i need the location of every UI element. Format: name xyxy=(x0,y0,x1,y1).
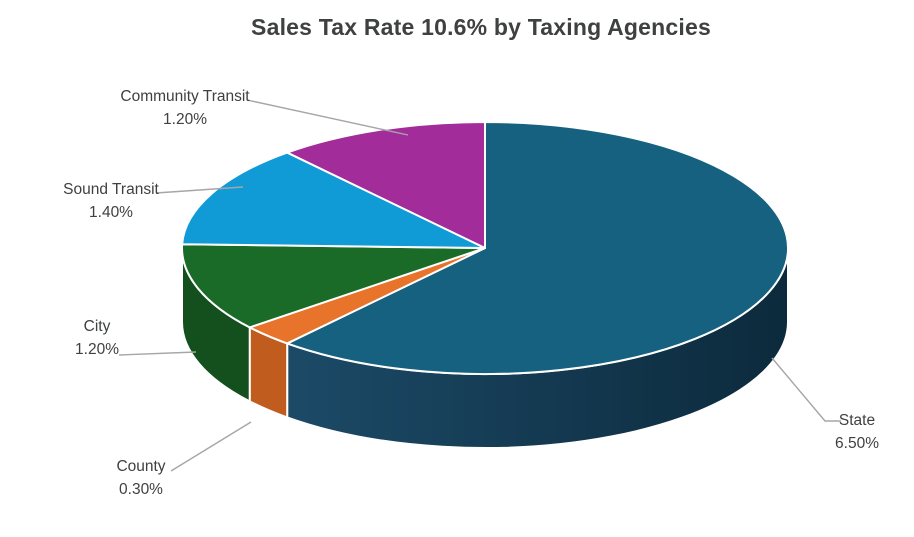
pie-slice-state[interactable] xyxy=(286,121,789,375)
slice-label-value: 1.40% xyxy=(89,204,133,221)
slice-label-name: County xyxy=(116,458,166,475)
slice-label-community-transit: Community Transit 1.20% xyxy=(120,85,249,131)
leader-line-county xyxy=(170,421,252,472)
slice-label-value: 0.30% xyxy=(119,481,163,498)
leader-lines xyxy=(118,99,841,472)
pie-3d-sides xyxy=(181,247,789,449)
slice-label-name: Community Transit xyxy=(120,88,250,105)
leader-line-city xyxy=(118,351,197,356)
slice-label-value: 1.20% xyxy=(163,111,207,128)
slice-label-value: 1.20% xyxy=(75,341,119,358)
pie-slice-sound-transit[interactable] xyxy=(181,151,486,249)
chart-title: Sales Tax Rate 10.6% by Taxing Agencies xyxy=(251,14,711,40)
slice-label-sound-transit: Sound Transit 1.40% xyxy=(63,178,159,224)
leader-line-sound-transit xyxy=(155,186,244,194)
leader-line-state xyxy=(771,357,841,422)
leader-line-community-transit xyxy=(246,99,409,136)
slice-label-city: City 1.20% xyxy=(75,315,119,361)
slice-label-state: State 6.50% xyxy=(835,409,879,455)
slice-label-name: City xyxy=(83,318,111,335)
pie-slices xyxy=(181,121,789,375)
pie-slice-community-transit[interactable] xyxy=(286,121,486,249)
pie-slice-city[interactable] xyxy=(181,243,486,329)
slice-label-name: Sound Transit xyxy=(63,181,159,198)
slice-label-county: County 0.30% xyxy=(116,455,165,501)
slice-label-value: 6.50% xyxy=(835,435,879,452)
slice-label-name: State xyxy=(838,412,876,429)
